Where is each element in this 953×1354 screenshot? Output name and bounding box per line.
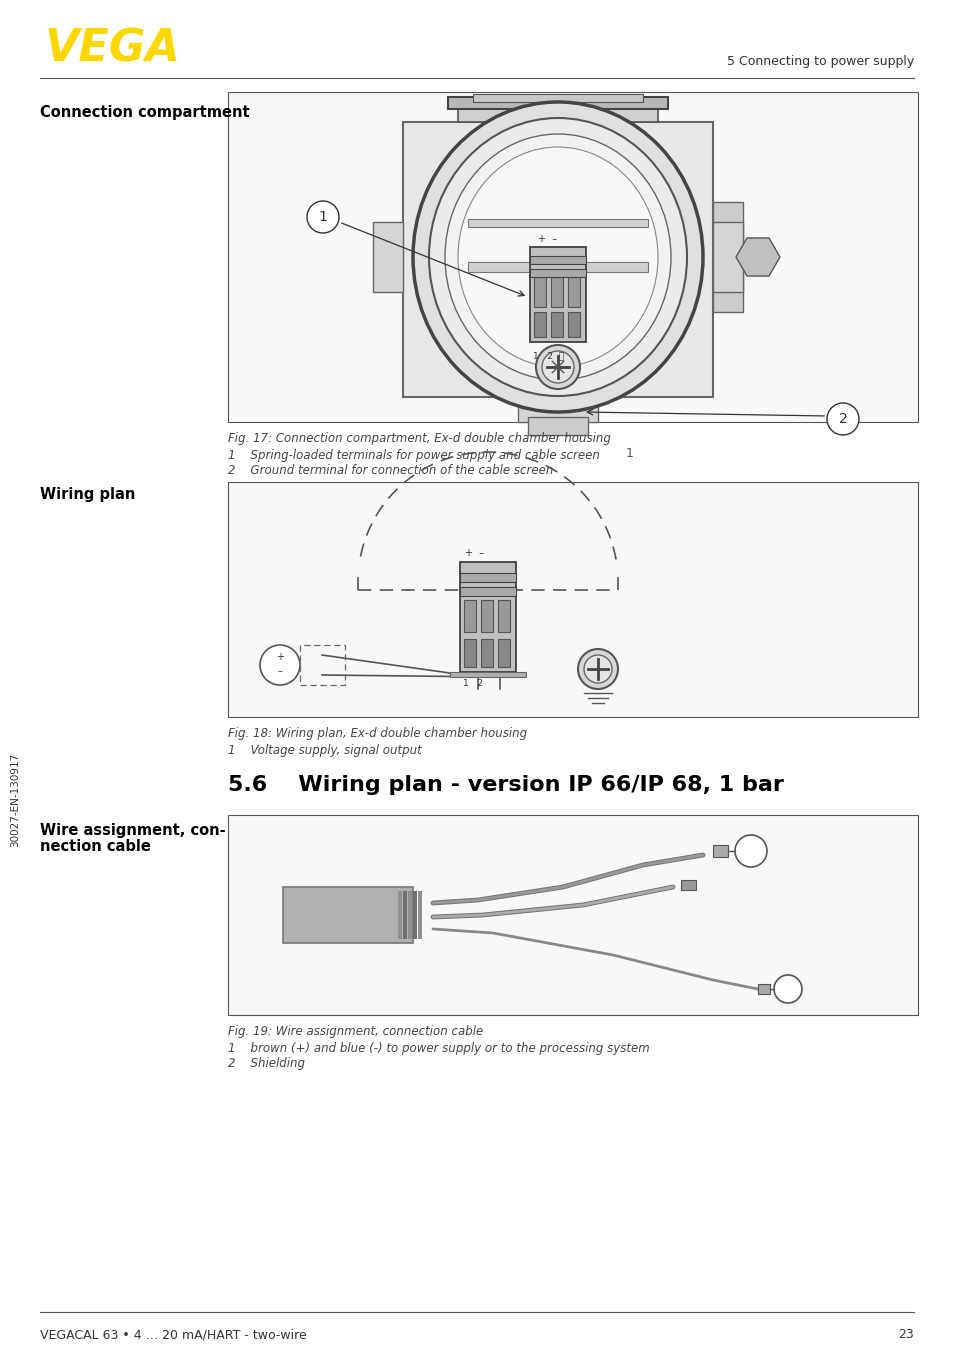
Bar (712, 845, 727, 857)
Ellipse shape (429, 118, 686, 395)
Bar (459, 573, 516, 582)
Text: 30027-EN-130917: 30027-EN-130917 (10, 753, 20, 848)
Text: 1    brown (+) and blue (-) to power supply or to the processing system: 1 brown (+) and blue (-) to power supply… (228, 1043, 649, 1055)
Bar (480, 600, 493, 632)
Bar (459, 562, 516, 672)
Bar (408, 891, 412, 940)
Text: nection cable: nection cable (40, 839, 151, 854)
Circle shape (773, 975, 801, 1003)
Bar (567, 278, 579, 307)
Text: 1: 1 (318, 210, 327, 223)
Bar (517, 397, 598, 422)
Text: Wire assignment, con-: Wire assignment, con- (40, 823, 226, 838)
Bar (417, 891, 421, 940)
Circle shape (734, 835, 766, 867)
Text: Connection compartment: Connection compartment (40, 106, 250, 121)
Text: Fig. 18: Wiring plan, Ex-d double chamber housing: Fig. 18: Wiring plan, Ex-d double chambe… (228, 727, 527, 741)
Bar (480, 639, 493, 668)
Bar (228, 92, 917, 422)
Bar (463, 600, 476, 632)
Text: 1   2  ⏚: 1 2 ⏚ (533, 351, 563, 360)
Bar (497, 600, 510, 632)
Bar (534, 311, 545, 337)
Bar (459, 588, 516, 596)
Bar (299, 645, 345, 685)
Bar (530, 269, 585, 278)
Bar (551, 311, 562, 337)
Bar (402, 891, 407, 940)
Circle shape (583, 655, 612, 682)
Text: 2    Shielding: 2 Shielding (228, 1057, 305, 1070)
Bar (712, 202, 742, 311)
Text: –: – (277, 666, 282, 676)
Bar (468, 263, 647, 272)
Bar (534, 278, 545, 307)
Bar (758, 984, 769, 994)
Text: +  –: + – (464, 548, 483, 558)
Bar (413, 891, 416, 940)
Text: 2    Ground terminal for connection of the cable screen: 2 Ground terminal for connection of the … (228, 464, 553, 477)
Text: +  –: + – (537, 234, 557, 244)
Text: 23: 23 (898, 1328, 913, 1340)
Bar (373, 222, 402, 292)
Bar (712, 222, 742, 292)
Bar (527, 417, 587, 435)
Circle shape (536, 345, 579, 389)
Bar (457, 104, 658, 122)
Bar (448, 97, 667, 110)
Bar (402, 122, 712, 397)
Text: VEGACAL 63 • 4 … 20 mA/HART - two-wire: VEGACAL 63 • 4 … 20 mA/HART - two-wire (40, 1328, 307, 1340)
Circle shape (307, 200, 338, 233)
Circle shape (578, 649, 618, 689)
Text: VEGA: VEGA (45, 28, 181, 70)
Bar (468, 219, 647, 227)
Text: +: + (275, 653, 284, 662)
Bar (530, 246, 585, 343)
Text: 2: 2 (838, 412, 846, 427)
Bar (680, 880, 696, 890)
Text: 5.6    Wiring plan - version IP 66/IP 68, 1 bar: 5.6 Wiring plan - version IP 66/IP 68, 1… (228, 774, 783, 795)
Text: 1   2: 1 2 (462, 678, 482, 688)
Bar (551, 278, 562, 307)
Ellipse shape (413, 102, 702, 412)
Bar (567, 311, 579, 337)
Bar (450, 672, 525, 677)
Text: 1: 1 (625, 447, 633, 460)
Circle shape (260, 645, 299, 685)
Bar (283, 887, 413, 942)
Text: 1    Spring-loaded terminals for power supply and cable screen: 1 Spring-loaded terminals for power supp… (228, 450, 599, 462)
Text: Fig. 17: Connection compartment, Ex-d double chamber housing: Fig. 17: Connection compartment, Ex-d do… (228, 432, 610, 445)
Bar (497, 639, 510, 668)
Bar (397, 891, 401, 940)
Circle shape (541, 351, 574, 383)
Bar (530, 256, 585, 264)
Bar (473, 93, 642, 102)
Text: Wiring plan: Wiring plan (40, 487, 135, 502)
Text: 5 Connecting to power supply: 5 Connecting to power supply (726, 56, 913, 68)
Text: 1    Voltage supply, signal output: 1 Voltage supply, signal output (228, 743, 421, 757)
Ellipse shape (444, 134, 670, 380)
Bar (228, 815, 917, 1016)
Circle shape (826, 403, 858, 435)
Bar (463, 639, 476, 668)
Ellipse shape (457, 148, 658, 367)
Text: Fig. 19: Wire assignment, connection cable: Fig. 19: Wire assignment, connection cab… (228, 1025, 483, 1039)
Bar (228, 482, 917, 718)
